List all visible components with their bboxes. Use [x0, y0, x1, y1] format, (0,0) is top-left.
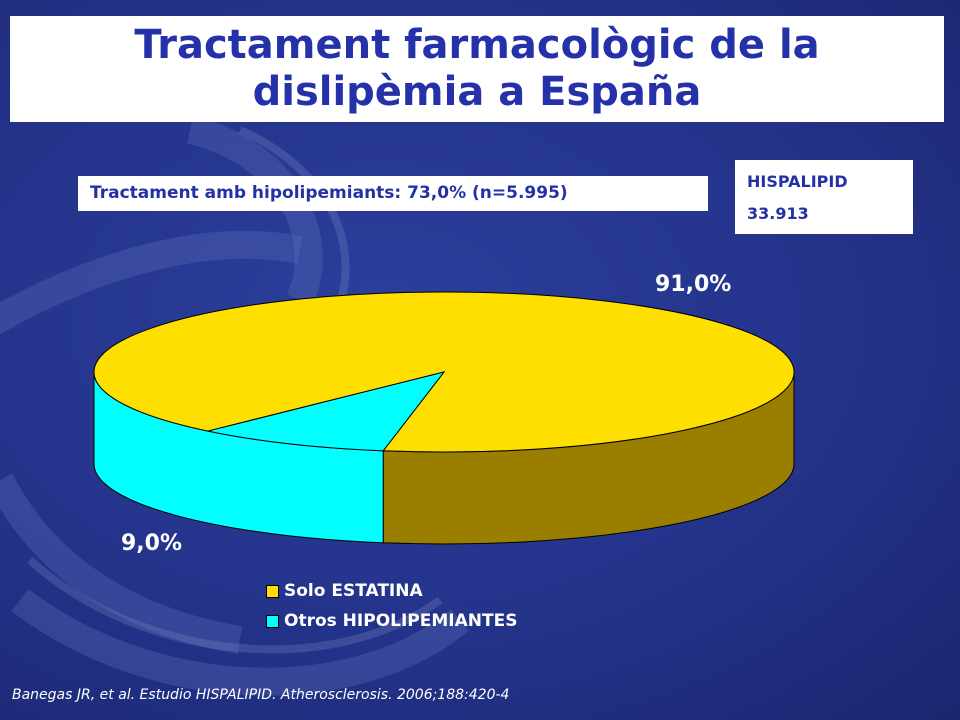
subtitle-text: Tractament amb hipolipemiants: 73,0% (n=… — [90, 183, 568, 203]
legend-label-otros-hipolipemiantes: Otros HIPOLIPEMIANTES — [284, 611, 518, 631]
title-line-2: dislipèmia a España — [252, 69, 702, 115]
data-label-otros-hipolipemiantes: 9,0% — [121, 531, 183, 556]
legend-swatch-solo-estatina — [266, 584, 279, 598]
pie-slice-otros-hipolipemiantes — [207, 371, 446, 452]
legend-item-solo-estatina: Solo ESTATINA — [266, 576, 517, 606]
study-box: HISPALIPID 33.913 — [735, 160, 913, 234]
legend-label-solo-estatina: Solo ESTATINA — [284, 581, 423, 601]
citation: Banegas JR, et al. Estudio HISPALIPID. A… — [12, 687, 510, 703]
title-line-1: Tractament farmacològic de la — [134, 22, 820, 68]
legend-item-otros-hipolipemiantes: Otros HIPOLIPEMIANTES — [266, 606, 517, 636]
subtitle-box: Tractament amb hipolipemiants: 73,0% (n=… — [78, 176, 708, 211]
data-label-solo-estatina: 91,0% — [655, 272, 732, 297]
study-name: HISPALIPID — [747, 172, 848, 191]
slide-title: Tractament farmacològic de la dislipèmia… — [10, 16, 944, 122]
legend-swatch-otros-hipolipemiantes — [266, 614, 279, 628]
chart-legend: Solo ESTATINA Otros HIPOLIPEMIANTES — [266, 576, 517, 636]
study-sample-size: 33.913 — [747, 204, 809, 223]
